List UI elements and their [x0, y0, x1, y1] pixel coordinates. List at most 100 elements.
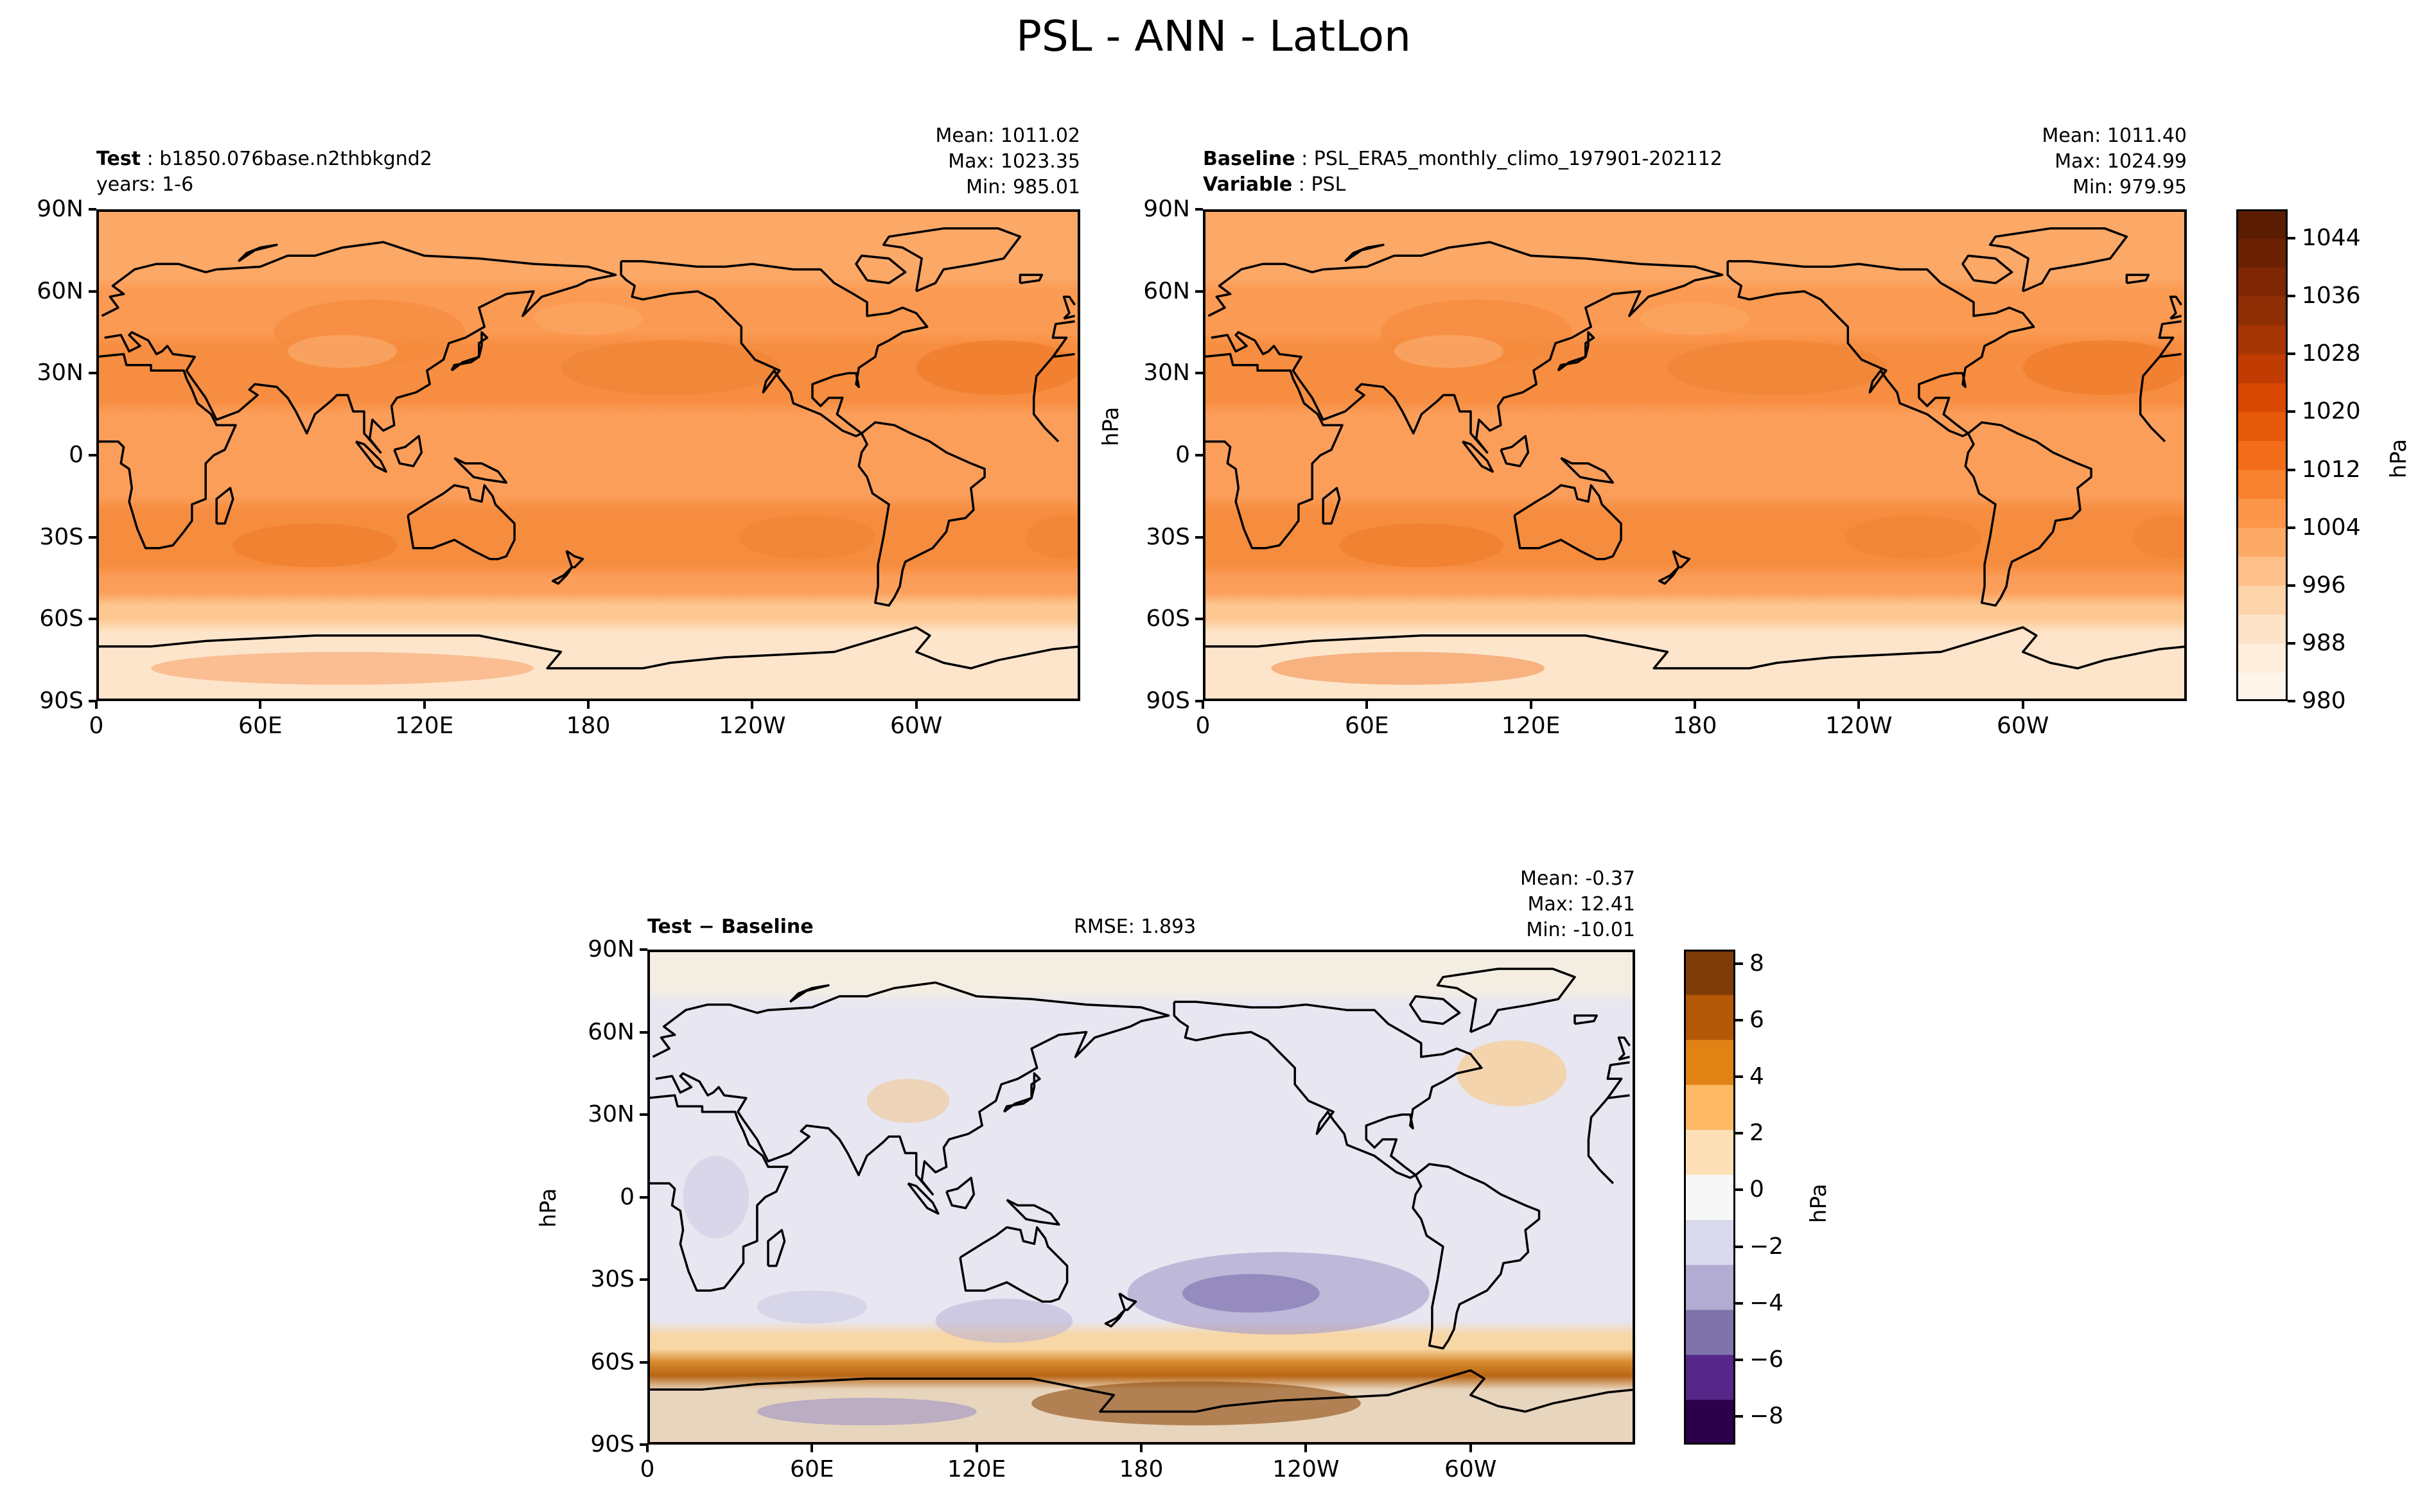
coastline-novaya	[789, 984, 830, 1003]
coastline-japan	[450, 331, 489, 372]
colorbar-tick-label: 0	[1749, 1176, 1764, 1203]
colorbar-tick-mark	[2288, 237, 2295, 240]
coastline-borneo	[393, 435, 423, 467]
colorbar-tick-mark	[1735, 1075, 1743, 1079]
x-tick-label: 60E	[1345, 713, 1389, 739]
y-tick-label: 90N	[37, 196, 83, 222]
colorbar-tick-label: 1028	[2302, 340, 2361, 367]
coastline-iceland	[1019, 274, 1044, 284]
colorbar-step	[1684, 1174, 1735, 1221]
coastline-japan	[1557, 331, 1595, 372]
difference-mean: Mean: -0.37	[1520, 867, 1635, 890]
colorbar-step	[2236, 383, 2288, 412]
x-tick-mark	[1529, 701, 1532, 709]
test-label-bold: Test	[96, 148, 141, 170]
x-tick-mark	[1202, 701, 1204, 709]
colorbar-step	[2236, 614, 2288, 644]
y-tick-label: 90N	[1143, 196, 1190, 222]
y-tick-mark	[1195, 208, 1203, 211]
coastline-namerica	[1173, 1000, 1483, 1179]
y-tick-mark	[640, 1360, 647, 1364]
colorbar-tick-label: −4	[1749, 1289, 1784, 1316]
baseline-mean: Mean: 1011.40	[2042, 125, 2187, 147]
coastline-greenland	[1436, 968, 1576, 1034]
colorbar-tick-label: −2	[1749, 1233, 1784, 1260]
colorbar-tick-label: 980	[2302, 688, 2346, 714]
field-feature	[1031, 1381, 1361, 1426]
coastline-samerica	[1412, 1163, 1541, 1350]
colorbar-tick-label: −6	[1749, 1346, 1784, 1373]
colorbar-step	[2236, 412, 2288, 441]
colorbar-step	[2236, 527, 2288, 557]
diff-colorbar-label: hPa	[1806, 1183, 1832, 1223]
test-map	[96, 209, 1080, 701]
colorbar-tick-label: 1020	[2302, 398, 2361, 425]
abs-colorbar-bar	[2236, 209, 2288, 701]
coastline-antarctica	[1203, 626, 2187, 701]
x-tick-label: 60W	[889, 713, 943, 739]
coastline-novaya	[1344, 243, 1385, 263]
colorbar-tick-mark	[2288, 641, 2295, 645]
difference-label: Test − Baseline	[647, 916, 814, 938]
baseline-label-bold: Baseline	[1203, 148, 1295, 170]
coastline-samerica	[1964, 421, 2092, 607]
x-tick-mark	[1365, 701, 1369, 709]
y-tick-mark	[640, 948, 647, 951]
x-tick-label: 0	[89, 713, 104, 739]
colorbar-step	[2236, 440, 2288, 471]
figure-title: PSL - ANN - LatLon	[1016, 12, 1411, 61]
baseline-variable: Variable : PSL	[1203, 173, 1346, 196]
colorbar-tick-label: 1004	[2302, 514, 2361, 541]
colorbar-tick-label: 1036	[2302, 282, 2361, 309]
colorbar-tick-mark	[2288, 352, 2295, 356]
y-tick-label: 60S	[39, 605, 83, 632]
y-tick-mark	[1195, 700, 1203, 702]
coastline-samerica	[857, 421, 986, 607]
coastline-eurasia	[101, 241, 1075, 454]
colorbar-tick-mark	[1735, 1245, 1743, 1248]
test-mean: Mean: 1011.02	[935, 125, 1080, 147]
colorbar-step	[1684, 1129, 1735, 1175]
map-frame	[96, 209, 1080, 701]
field-feature	[1640, 302, 1750, 335]
colorbar-step	[2236, 643, 2288, 673]
field-feature	[561, 340, 780, 395]
map-frame	[1203, 209, 2187, 701]
y-tick-mark	[1195, 454, 1203, 456]
coastline-australia	[1513, 484, 1622, 560]
coastline-australia	[959, 1226, 1069, 1303]
colorbar-step	[2236, 469, 2288, 500]
y-tick-label: 30N	[588, 1101, 635, 1127]
baseline-variable-bold: Variable	[1203, 173, 1293, 196]
coastline-namerica	[620, 260, 929, 437]
coastline-madagascar	[215, 487, 234, 525]
colorbar-step	[1684, 995, 1735, 1040]
x-tick-label: 120E	[947, 1456, 1006, 1482]
coastline-novaya	[238, 243, 278, 263]
test-max: Max: 1023.35	[948, 150, 1080, 173]
coastline-baffin	[855, 254, 907, 284]
y-tick-mark	[89, 618, 96, 621]
colorbar-tick-mark	[2288, 526, 2295, 529]
colorbar-tick-mark	[2288, 700, 2295, 702]
test-stats: Mean: 1011.02 Max: 1023.35 Min: 985.01	[822, 123, 1080, 200]
field-feature	[274, 299, 466, 365]
coastline-africa	[1203, 352, 2166, 550]
coastline-newzealand	[1104, 1292, 1137, 1328]
colorbar-step	[2236, 267, 2288, 297]
x-tick-label: 120E	[394, 713, 454, 739]
coastline-antarctica	[96, 626, 1080, 701]
baseline-max: Max: 1024.99	[2055, 150, 2187, 173]
field-feature	[1394, 335, 1504, 368]
field-feature	[1845, 515, 1982, 559]
colorbar-step	[1684, 1399, 1735, 1445]
colorbar-step	[1684, 1354, 1735, 1400]
diff-colorbar-bar	[1684, 950, 1735, 1445]
colorbar-frame	[2236, 209, 2288, 701]
baseline-ylabel: hPa	[1098, 406, 1124, 446]
x-tick-mark	[423, 701, 426, 709]
x-tick-mark	[1304, 1445, 1308, 1452]
x-tick-label: 0	[640, 1456, 655, 1482]
colorbar-tick-label: 1044	[2302, 225, 2361, 252]
x-tick-mark	[2021, 701, 2024, 709]
